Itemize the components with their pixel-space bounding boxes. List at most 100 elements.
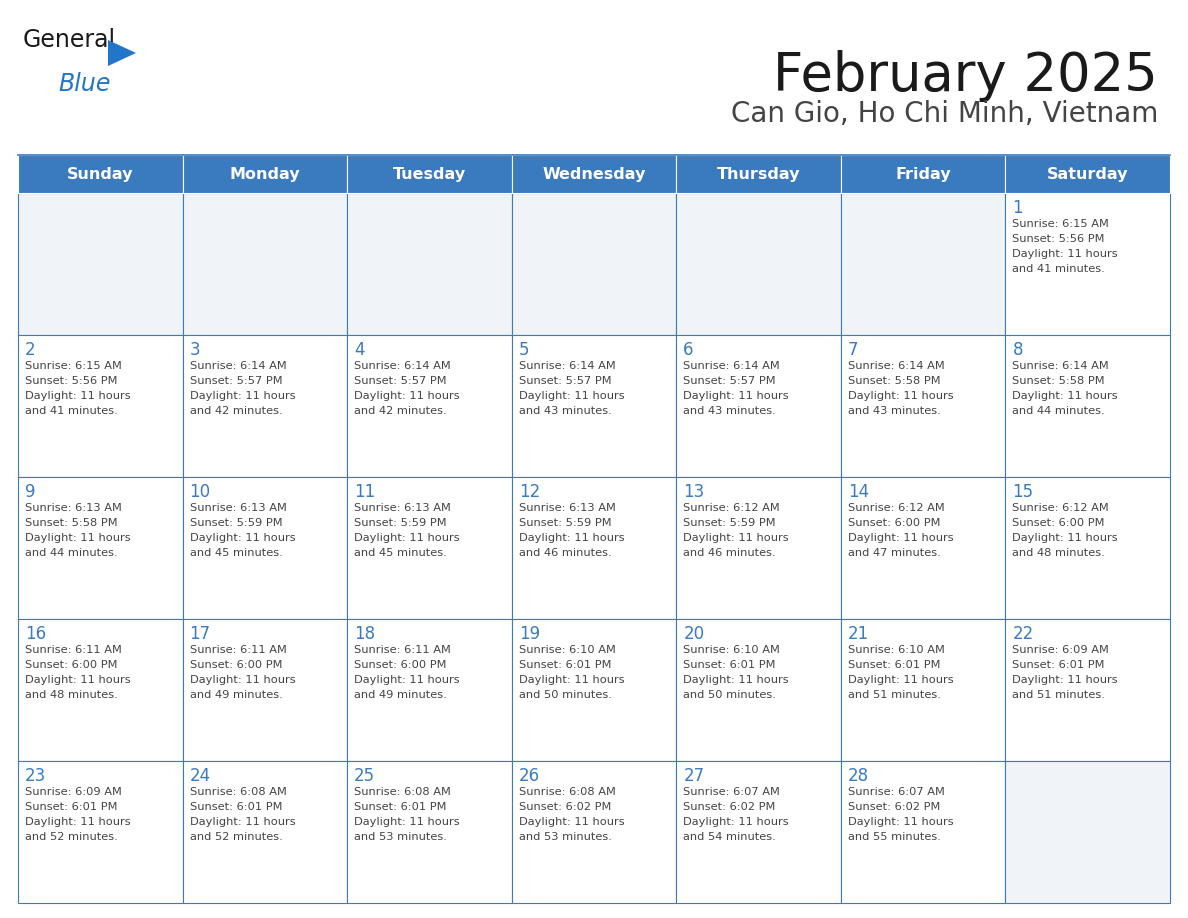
Text: Sunrise: 6:08 AM: Sunrise: 6:08 AM [190, 787, 286, 797]
Text: and 49 minutes.: and 49 minutes. [190, 690, 283, 700]
Bar [183, 761, 347, 903]
Text: Sunset: 6:01 PM: Sunset: 6:01 PM [354, 802, 447, 812]
Text: and 45 minutes.: and 45 minutes. [190, 548, 283, 558]
Text: Sunrise: 6:08 AM: Sunrise: 6:08 AM [354, 787, 451, 797]
Polygon shape [108, 40, 135, 66]
Text: General: General [23, 28, 116, 52]
Text: Sunset: 5:57 PM: Sunset: 5:57 PM [354, 376, 447, 386]
Text: Sunset: 6:01 PM: Sunset: 6:01 PM [848, 660, 941, 670]
Text: Daylight: 11 hours: Daylight: 11 hours [190, 675, 295, 685]
Text: Sunset: 5:57 PM: Sunset: 5:57 PM [519, 376, 612, 386]
Text: and 55 minutes.: and 55 minutes. [848, 832, 941, 842]
Bar [18, 477, 183, 619]
Bar [841, 619, 1005, 761]
Text: Daylight: 11 hours: Daylight: 11 hours [683, 533, 789, 543]
Bar [676, 193, 841, 335]
Text: Daylight: 11 hours: Daylight: 11 hours [1012, 675, 1118, 685]
Text: Sunrise: 6:10 AM: Sunrise: 6:10 AM [848, 645, 944, 655]
Text: and 44 minutes.: and 44 minutes. [25, 548, 118, 558]
Text: Sunset: 6:02 PM: Sunset: 6:02 PM [848, 802, 940, 812]
Text: Sunrise: 6:13 AM: Sunrise: 6:13 AM [519, 503, 615, 513]
Bar [1005, 761, 1170, 903]
Bar [1005, 477, 1170, 619]
Text: Sunset: 5:56 PM: Sunset: 5:56 PM [25, 376, 118, 386]
Text: and 52 minutes.: and 52 minutes. [25, 832, 118, 842]
Text: Sunset: 6:00 PM: Sunset: 6:00 PM [848, 518, 941, 528]
Text: 6: 6 [683, 341, 694, 359]
Text: Daylight: 11 hours: Daylight: 11 hours [683, 817, 789, 827]
Bar [18, 335, 183, 477]
Bar [676, 155, 841, 193]
Bar [183, 193, 347, 335]
Text: Daylight: 11 hours: Daylight: 11 hours [848, 817, 954, 827]
Bar [512, 477, 676, 619]
Bar [347, 761, 512, 903]
Text: and 53 minutes.: and 53 minutes. [519, 832, 612, 842]
Text: Daylight: 11 hours: Daylight: 11 hours [354, 675, 460, 685]
Bar [1005, 619, 1170, 761]
Text: Sunset: 6:01 PM: Sunset: 6:01 PM [683, 660, 776, 670]
Text: Daylight: 11 hours: Daylight: 11 hours [519, 391, 625, 401]
Text: and 52 minutes.: and 52 minutes. [190, 832, 283, 842]
Text: Sunrise: 6:07 AM: Sunrise: 6:07 AM [683, 787, 781, 797]
Bar [1005, 335, 1170, 477]
Text: Daylight: 11 hours: Daylight: 11 hours [354, 391, 460, 401]
Bar [183, 619, 347, 761]
Text: 13: 13 [683, 483, 704, 501]
Text: 16: 16 [25, 625, 46, 643]
Text: 25: 25 [354, 767, 375, 785]
Text: 10: 10 [190, 483, 210, 501]
Text: Sunset: 5:57 PM: Sunset: 5:57 PM [683, 376, 776, 386]
Text: Daylight: 11 hours: Daylight: 11 hours [1012, 391, 1118, 401]
Text: and 42 minutes.: and 42 minutes. [354, 406, 447, 416]
Bar [512, 335, 676, 477]
Bar [512, 193, 676, 335]
Text: 12: 12 [519, 483, 541, 501]
Bar [841, 335, 1005, 477]
Bar [841, 761, 1005, 903]
Text: and 46 minutes.: and 46 minutes. [519, 548, 612, 558]
Bar [347, 335, 512, 477]
Bar [676, 477, 841, 619]
Text: Daylight: 11 hours: Daylight: 11 hours [190, 533, 295, 543]
Text: 9: 9 [25, 483, 36, 501]
Text: and 48 minutes.: and 48 minutes. [25, 690, 118, 700]
Bar [841, 155, 1005, 193]
Text: Daylight: 11 hours: Daylight: 11 hours [848, 533, 954, 543]
Text: Sunrise: 6:12 AM: Sunrise: 6:12 AM [683, 503, 781, 513]
Text: 21: 21 [848, 625, 870, 643]
Text: Sunrise: 6:15 AM: Sunrise: 6:15 AM [1012, 219, 1110, 229]
Text: Sunrise: 6:11 AM: Sunrise: 6:11 AM [354, 645, 451, 655]
Text: Sunrise: 6:14 AM: Sunrise: 6:14 AM [354, 361, 451, 371]
Text: Daylight: 11 hours: Daylight: 11 hours [354, 533, 460, 543]
Text: Sunset: 6:01 PM: Sunset: 6:01 PM [519, 660, 611, 670]
Text: Sunrise: 6:10 AM: Sunrise: 6:10 AM [683, 645, 781, 655]
Text: Sunset: 5:59 PM: Sunset: 5:59 PM [519, 518, 612, 528]
Text: Sunday: Sunday [67, 166, 133, 182]
Text: Sunrise: 6:13 AM: Sunrise: 6:13 AM [25, 503, 122, 513]
Text: Can Gio, Ho Chi Minh, Vietnam: Can Gio, Ho Chi Minh, Vietnam [731, 100, 1158, 128]
Text: Sunset: 6:00 PM: Sunset: 6:00 PM [190, 660, 282, 670]
Text: and 53 minutes.: and 53 minutes. [354, 832, 447, 842]
Bar [183, 155, 347, 193]
Text: Sunset: 6:01 PM: Sunset: 6:01 PM [25, 802, 118, 812]
Text: Daylight: 11 hours: Daylight: 11 hours [1012, 249, 1118, 259]
Text: and 43 minutes.: and 43 minutes. [848, 406, 941, 416]
Text: Blue: Blue [58, 72, 110, 96]
Text: February 2025: February 2025 [773, 50, 1158, 102]
Text: Sunrise: 6:08 AM: Sunrise: 6:08 AM [519, 787, 615, 797]
Text: Daylight: 11 hours: Daylight: 11 hours [519, 817, 625, 827]
Text: Sunrise: 6:12 AM: Sunrise: 6:12 AM [1012, 503, 1110, 513]
Text: 24: 24 [190, 767, 210, 785]
Text: 8: 8 [1012, 341, 1023, 359]
Bar [676, 761, 841, 903]
Text: and 50 minutes.: and 50 minutes. [683, 690, 776, 700]
Bar [18, 619, 183, 761]
Text: 18: 18 [354, 625, 375, 643]
Text: 4: 4 [354, 341, 365, 359]
Text: Sunset: 6:01 PM: Sunset: 6:01 PM [1012, 660, 1105, 670]
Text: 1: 1 [1012, 199, 1023, 217]
Text: Sunset: 6:01 PM: Sunset: 6:01 PM [190, 802, 282, 812]
Text: Monday: Monday [229, 166, 301, 182]
Text: Daylight: 11 hours: Daylight: 11 hours [354, 817, 460, 827]
